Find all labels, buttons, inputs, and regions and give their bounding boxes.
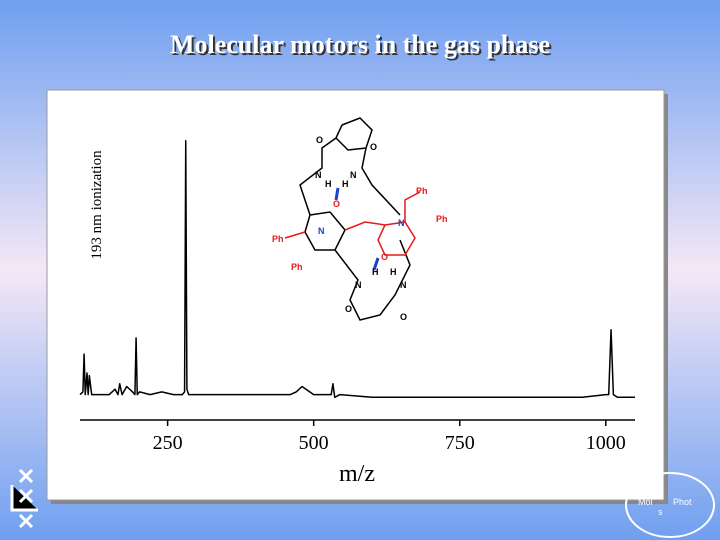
atom-label: O (345, 304, 352, 314)
atom-label: N (355, 280, 362, 290)
h-bond (334, 187, 340, 201)
chart-title: Molecular motors in the gas phase (170, 30, 550, 59)
logo-ring (625, 472, 715, 538)
x-tick-label: 500 (299, 432, 329, 454)
atom-label: N (315, 170, 322, 180)
atom-label: O (316, 135, 323, 145)
title-shadow: Molecular motors in the gas phase (172, 32, 552, 61)
bond (344, 221, 386, 231)
bond (334, 239, 411, 321)
atom-label: N (400, 280, 407, 290)
atom-label: O (381, 252, 388, 262)
x-tick-label: 250 (153, 432, 183, 454)
molecule: O O N N H H H H N N O O O Ph Ph Ph Ph O … (272, 117, 448, 322)
bond (284, 231, 306, 239)
logo-text: s (658, 507, 663, 517)
logo-text: Mol (638, 497, 653, 507)
atom-label: H (372, 267, 379, 277)
atom-label: O (400, 312, 407, 322)
bond (299, 137, 337, 216)
atom-label: N (398, 218, 405, 228)
bond (404, 191, 421, 222)
atom-label: Ph (272, 234, 284, 244)
atom-label: Ph (291, 262, 303, 272)
atom-label: H (342, 179, 349, 189)
logo-left (10, 468, 38, 529)
atom-label: H (325, 179, 332, 189)
spectrum-line (79, 140, 635, 399)
atom-label: H (390, 267, 397, 277)
logo-text: Phot (673, 497, 692, 507)
x-axis-label: m/z (339, 461, 375, 487)
atom-label: N (318, 226, 325, 236)
atom-label: Ph (416, 186, 428, 196)
panel (46, 89, 665, 501)
y-axis-label: 193 nm ionization (89, 150, 105, 260)
atom-label: Ph (436, 214, 448, 224)
atom-label: O (370, 142, 377, 152)
x-tick-label: 750 (445, 432, 475, 454)
h-bond (372, 257, 380, 271)
atom-label: N (350, 170, 357, 180)
bond (361, 147, 401, 216)
x-tick-label: 1000 (586, 432, 626, 454)
atom-label: O (333, 199, 340, 209)
